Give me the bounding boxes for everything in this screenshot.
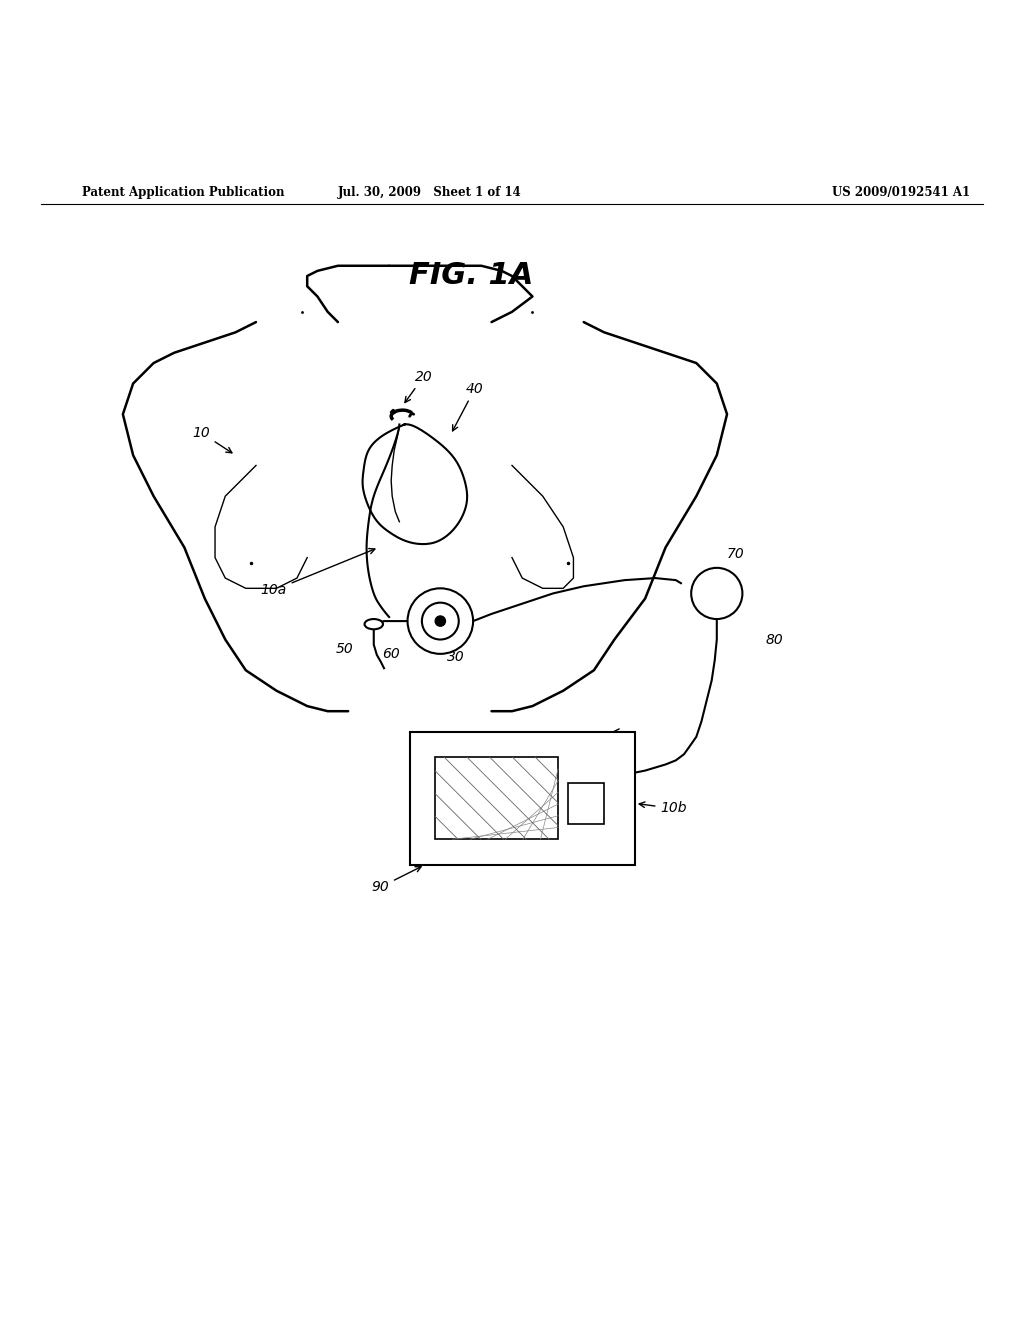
Circle shape <box>435 616 445 626</box>
Bar <box>435 758 558 840</box>
Circle shape <box>422 603 459 639</box>
Text: 60: 60 <box>382 647 400 661</box>
Text: 70: 70 <box>727 546 744 561</box>
Text: 10a: 10a <box>260 549 375 598</box>
Text: 10b: 10b <box>639 801 687 816</box>
Circle shape <box>408 589 473 653</box>
Text: 20: 20 <box>404 370 432 403</box>
Text: Jul. 30, 2009   Sheet 1 of 14: Jul. 30, 2009 Sheet 1 of 14 <box>338 186 522 198</box>
Text: 80: 80 <box>766 632 783 647</box>
Text: 30: 30 <box>446 649 465 664</box>
FancyBboxPatch shape <box>410 731 635 865</box>
Bar <box>568 783 604 824</box>
Ellipse shape <box>365 619 383 630</box>
Text: FIG. 1A: FIG. 1A <box>409 261 534 290</box>
Text: 90: 90 <box>372 867 421 894</box>
Text: US 2009/0192541 A1: US 2009/0192541 A1 <box>833 186 970 198</box>
Circle shape <box>691 568 742 619</box>
Text: 50: 50 <box>336 642 353 656</box>
Text: 10: 10 <box>193 425 231 453</box>
Text: 40: 40 <box>453 381 483 430</box>
Text: Patent Application Publication: Patent Application Publication <box>82 186 285 198</box>
